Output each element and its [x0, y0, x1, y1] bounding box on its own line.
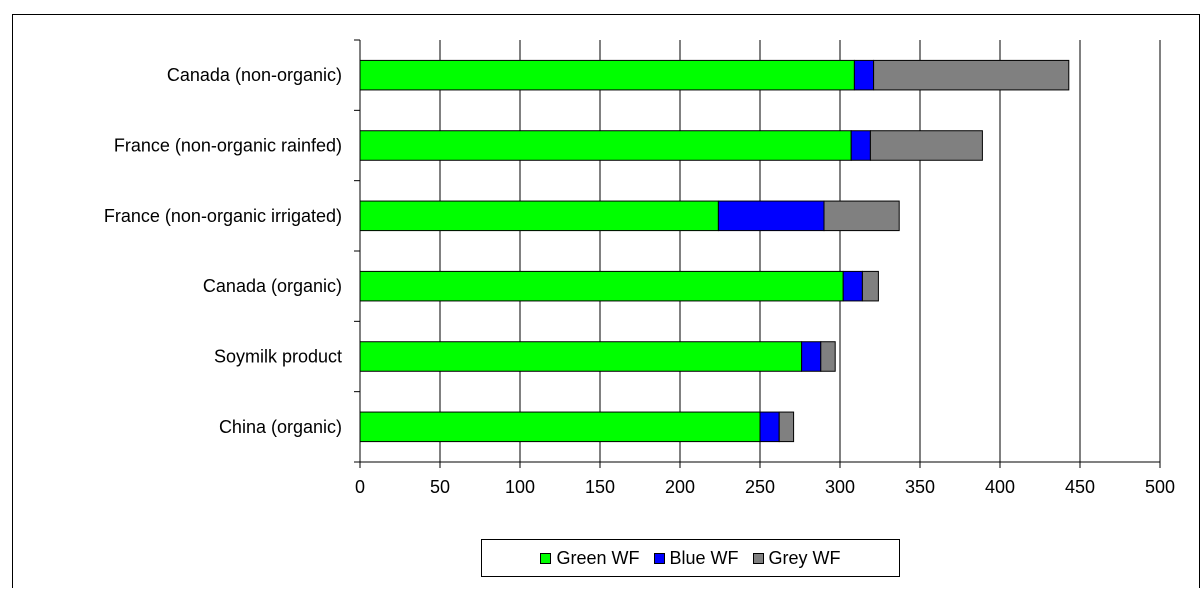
bar-segment — [869, 130, 983, 161]
bar-segment — [850, 130, 871, 161]
category-label: France (non-organic rainfed) — [114, 136, 342, 156]
legend-item-blue: Blue WF — [653, 547, 739, 569]
bars — [359, 59, 1070, 443]
x-tick-label: 500 — [1145, 477, 1175, 497]
x-tick-label: 0 — [355, 477, 365, 497]
legend-swatch-grey — [752, 552, 764, 564]
labels: 0 50 100 150 200 250 300 350 400 450 500 Canada (no… — [104, 65, 1175, 497]
bar-segment — [359, 270, 844, 302]
legend-item-green: Green WF — [540, 547, 640, 569]
legend-item-grey: Grey WF — [752, 547, 841, 569]
bar-segment — [359, 341, 803, 372]
bar-segment — [759, 411, 780, 443]
bar-segment — [717, 200, 825, 232]
gridlines — [439, 40, 1161, 462]
bar-segment — [359, 59, 855, 91]
x-tick-label: 100 — [505, 477, 535, 497]
legend-label-green: Green WF — [556, 547, 640, 568]
x-tick-label: 300 — [825, 477, 855, 497]
axes — [354, 39, 1161, 468]
legend-label-blue: Blue WF — [669, 547, 739, 568]
x-tick-label: 250 — [745, 477, 775, 497]
bar-segment — [842, 270, 863, 302]
legend-label-grey: Grey WF — [768, 547, 841, 568]
category-label: Canada (organic) — [203, 276, 342, 296]
bar-segment — [801, 341, 822, 372]
bar-segment — [820, 341, 836, 372]
x-tick-label: 150 — [585, 477, 615, 497]
bar-segment — [359, 411, 761, 443]
legend: Green WF Blue WF Grey WF — [481, 539, 900, 577]
category-label: Canada (non-organic) — [167, 65, 342, 85]
x-tick-label: 450 — [1065, 477, 1095, 497]
category-label: France (non-organic irrigated) — [104, 206, 342, 226]
bar-segment — [861, 270, 879, 302]
category-label: Soymilk product — [214, 347, 342, 367]
bar-segment — [823, 200, 900, 232]
bar-segment — [853, 59, 875, 91]
x-tick-label: 200 — [665, 477, 695, 497]
legend-swatch-blue — [653, 552, 665, 564]
x-tick-label: 50 — [430, 477, 450, 497]
category-label: China (organic) — [219, 417, 342, 437]
bar-segment — [778, 411, 795, 443]
bar-segment — [359, 130, 852, 161]
x-tick-label: 400 — [985, 477, 1015, 497]
x-tick-label: 350 — [905, 477, 935, 497]
bar-segment — [873, 59, 1070, 91]
legend-swatch-green — [540, 552, 552, 564]
bar-segment — [359, 200, 719, 232]
